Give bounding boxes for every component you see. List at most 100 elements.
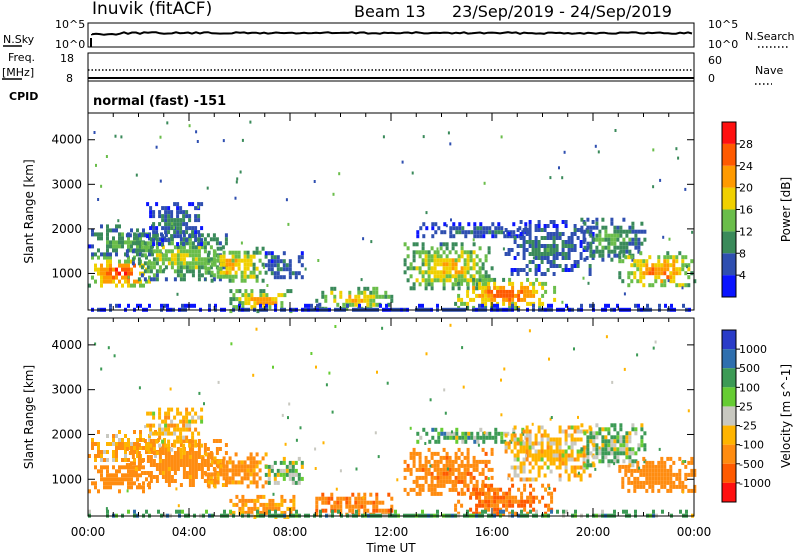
- velocity-cell: [558, 477, 562, 482]
- power-cell: [442, 262, 446, 267]
- velocity-cell: [639, 480, 643, 485]
- velocity-cell: [167, 443, 171, 448]
- power-cell: [203, 241, 207, 246]
- power-cell: [555, 256, 559, 260]
- power-cell: [176, 242, 180, 247]
- velocity-cell: [145, 442, 148, 446]
- velocity-cell: [636, 460, 640, 465]
- velocity-cell: [161, 451, 165, 455]
- velocity-ytick-label: 1000: [51, 472, 82, 486]
- power-cell: [149, 245, 153, 250]
- power-point: [159, 179, 162, 183]
- velocity-cell: [487, 499, 491, 504]
- velocity-cell: [173, 451, 177, 455]
- velocity-point: [144, 425, 147, 429]
- velocity-cell: [558, 437, 562, 442]
- power-cell: [164, 253, 168, 258]
- velocity-cell: [427, 447, 431, 452]
- power-cell: [463, 274, 467, 279]
- velocity-cell: [543, 449, 547, 454]
- power-cell: [622, 217, 626, 222]
- velocity-cell: [654, 468, 658, 473]
- velocity-cell: [452, 431, 456, 436]
- velocity-cell: [161, 443, 165, 447]
- velocity-cell: [460, 475, 464, 480]
- power-cell: [550, 303, 553, 308]
- velocity-cell: [246, 472, 250, 477]
- velocity-cell: [634, 451, 638, 456]
- velocity-cell: [182, 435, 186, 440]
- velocity-cell: [412, 451, 416, 456]
- velocity-cell: [451, 483, 455, 488]
- velocity-cell: [155, 451, 159, 455]
- power-cell: [167, 257, 171, 262]
- power-cell: [497, 226, 501, 231]
- xtick-label: 08:00: [273, 525, 308, 539]
- power-cell: [430, 254, 434, 259]
- power-cell: [666, 255, 670, 260]
- velocity-cell: [179, 447, 183, 452]
- velocity-point: [322, 441, 325, 445]
- power-cell: [194, 265, 198, 270]
- power-cell: [534, 240, 538, 244]
- velocity-cell: [424, 463, 428, 468]
- power-cell: [535, 289, 539, 294]
- power-cell: [454, 277, 458, 282]
- velocity-cell: [421, 463, 425, 468]
- velocity-cell: [552, 453, 556, 458]
- power-cell: [188, 237, 192, 242]
- power-cell: [193, 303, 196, 308]
- velocity-cell: [657, 472, 661, 477]
- power-cell: [182, 233, 186, 238]
- power-cell: [112, 248, 115, 253]
- velocity-cell: [460, 471, 464, 476]
- velocity-cell: [634, 509, 637, 514]
- velocity-cell: [690, 472, 694, 477]
- power-cell: [672, 259, 676, 264]
- power-cell: [224, 233, 228, 238]
- velocity-cell: [549, 441, 553, 446]
- power-cell: [582, 232, 586, 236]
- velocity-cell: [439, 467, 443, 472]
- power-cell: [219, 266, 223, 271]
- power-ytick-label: 3000: [51, 177, 82, 191]
- velocity-cell: [164, 471, 168, 475]
- power-cell: [204, 258, 208, 263]
- power-cell: [271, 297, 275, 302]
- power-cell: [403, 258, 407, 263]
- velocity-cell: [238, 506, 242, 511]
- velocity-cell: [213, 456, 217, 461]
- power-cell: [561, 256, 565, 260]
- velocity-cell: [637, 447, 641, 452]
- velocity-cell: [437, 439, 441, 444]
- velocity-cell: [419, 435, 423, 440]
- power-cell: [538, 281, 542, 286]
- power-cell: [528, 224, 532, 228]
- velocity-cell: [118, 465, 121, 470]
- power-cell: [640, 221, 644, 226]
- velocity-cell: [252, 464, 256, 469]
- power-cell: [200, 202, 204, 207]
- velocity-cell: [121, 481, 124, 486]
- power-cell: [103, 255, 106, 260]
- freq-label-2: [MHz]: [2, 66, 34, 79]
- power-cell: [127, 259, 130, 264]
- power-cell: [591, 220, 595, 224]
- velocity-cell: [188, 451, 192, 455]
- power-cell: [639, 267, 643, 272]
- velocity-cell: [442, 455, 446, 460]
- velocity-cell: [504, 441, 508, 446]
- power-cell: [137, 233, 141, 238]
- power-cell: [528, 220, 532, 224]
- velocity-cell: [537, 465, 541, 470]
- power-cell: [424, 262, 428, 267]
- velocity-heatmap-cells: [88, 323, 697, 519]
- power-point: [597, 150, 600, 154]
- power-point: [382, 135, 385, 139]
- velocity-cell: [613, 509, 616, 514]
- velocity-cell: [424, 471, 428, 476]
- velocity-cell: [158, 423, 162, 428]
- velocity-cell: [504, 449, 508, 454]
- velocity-point: [288, 402, 291, 406]
- velocity-cell: [115, 473, 118, 478]
